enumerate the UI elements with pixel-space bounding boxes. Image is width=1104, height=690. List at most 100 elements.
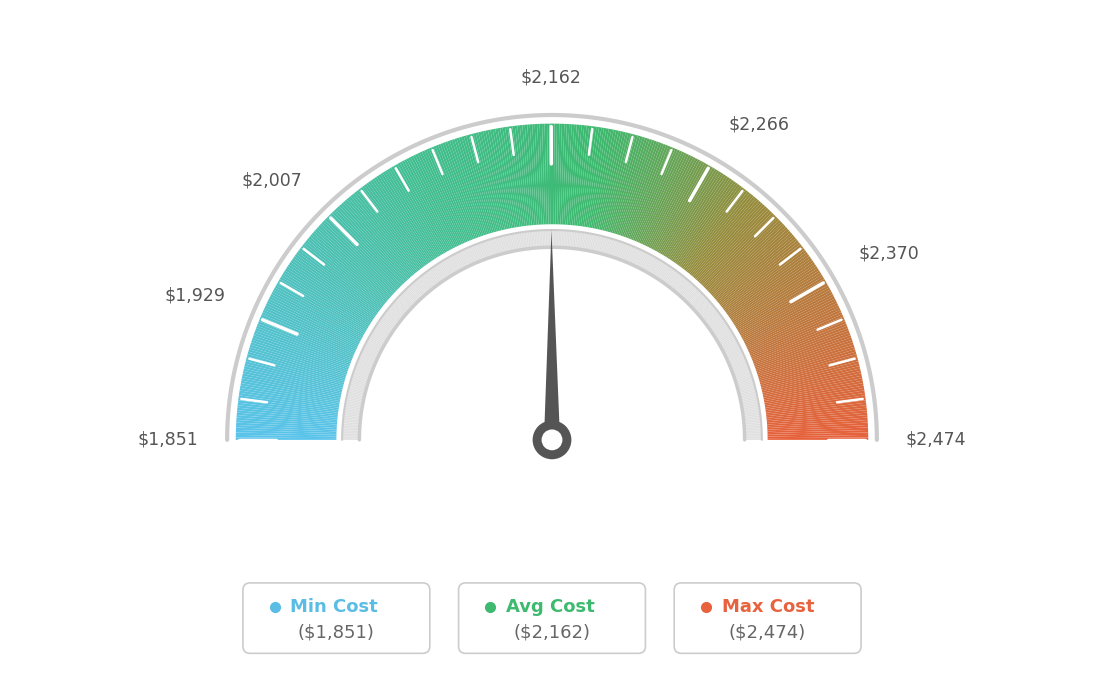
Wedge shape bbox=[363, 346, 380, 355]
Wedge shape bbox=[639, 253, 649, 269]
Wedge shape bbox=[358, 359, 374, 368]
Wedge shape bbox=[420, 152, 464, 244]
Wedge shape bbox=[347, 393, 364, 398]
Wedge shape bbox=[612, 240, 618, 257]
Wedge shape bbox=[714, 328, 730, 338]
Wedge shape bbox=[357, 190, 420, 270]
Wedge shape bbox=[550, 124, 552, 224]
Wedge shape bbox=[347, 395, 363, 401]
Wedge shape bbox=[439, 262, 450, 277]
Wedge shape bbox=[236, 428, 337, 433]
Wedge shape bbox=[711, 322, 726, 333]
Wedge shape bbox=[668, 272, 679, 287]
Wedge shape bbox=[614, 137, 645, 234]
Wedge shape bbox=[412, 282, 425, 297]
Wedge shape bbox=[599, 131, 624, 230]
Wedge shape bbox=[443, 142, 479, 237]
Wedge shape bbox=[599, 237, 606, 254]
Wedge shape bbox=[372, 331, 388, 341]
Wedge shape bbox=[350, 382, 367, 388]
Wedge shape bbox=[522, 232, 527, 249]
Wedge shape bbox=[572, 231, 575, 248]
Wedge shape bbox=[639, 150, 682, 244]
Wedge shape bbox=[725, 252, 808, 313]
Wedge shape bbox=[624, 141, 659, 237]
Wedge shape bbox=[352, 375, 369, 382]
Wedge shape bbox=[765, 395, 866, 411]
Wedge shape bbox=[298, 250, 380, 312]
Wedge shape bbox=[743, 415, 761, 419]
Text: $2,007: $2,007 bbox=[242, 172, 302, 190]
Wedge shape bbox=[476, 244, 484, 260]
Wedge shape bbox=[700, 306, 714, 318]
Wedge shape bbox=[740, 283, 828, 335]
Wedge shape bbox=[743, 292, 832, 340]
Wedge shape bbox=[349, 386, 365, 392]
Text: $2,474: $2,474 bbox=[905, 431, 966, 449]
Wedge shape bbox=[740, 391, 756, 396]
Wedge shape bbox=[470, 246, 478, 262]
Wedge shape bbox=[428, 148, 469, 242]
Wedge shape bbox=[575, 126, 590, 226]
Wedge shape bbox=[704, 311, 719, 323]
Wedge shape bbox=[269, 296, 360, 344]
Wedge shape bbox=[569, 125, 580, 225]
Wedge shape bbox=[371, 332, 388, 342]
Wedge shape bbox=[760, 352, 857, 382]
Wedge shape bbox=[661, 267, 672, 282]
Wedge shape bbox=[710, 319, 724, 331]
Wedge shape bbox=[679, 282, 692, 297]
Wedge shape bbox=[680, 186, 742, 268]
Wedge shape bbox=[754, 331, 850, 367]
Text: ($2,162): ($2,162) bbox=[513, 623, 591, 641]
Wedge shape bbox=[675, 278, 687, 293]
Wedge shape bbox=[493, 238, 500, 255]
Wedge shape bbox=[422, 274, 434, 288]
Wedge shape bbox=[588, 234, 593, 251]
Wedge shape bbox=[492, 238, 498, 255]
Wedge shape bbox=[690, 294, 704, 307]
Wedge shape bbox=[454, 254, 464, 270]
Wedge shape bbox=[747, 305, 839, 350]
Wedge shape bbox=[273, 290, 362, 339]
Wedge shape bbox=[410, 285, 423, 299]
Wedge shape bbox=[744, 420, 761, 423]
Wedge shape bbox=[360, 355, 375, 364]
Wedge shape bbox=[645, 256, 655, 272]
Wedge shape bbox=[277, 281, 365, 333]
Wedge shape bbox=[393, 301, 407, 314]
Wedge shape bbox=[433, 146, 473, 240]
Wedge shape bbox=[651, 260, 661, 275]
Wedge shape bbox=[735, 375, 752, 382]
Wedge shape bbox=[370, 179, 429, 264]
Wedge shape bbox=[728, 353, 744, 362]
Wedge shape bbox=[422, 150, 465, 244]
Wedge shape bbox=[252, 339, 348, 373]
Wedge shape bbox=[428, 269, 440, 284]
Wedge shape bbox=[708, 317, 723, 328]
Wedge shape bbox=[279, 277, 368, 330]
Wedge shape bbox=[399, 295, 413, 308]
Wedge shape bbox=[482, 241, 489, 258]
Wedge shape bbox=[726, 351, 743, 359]
Wedge shape bbox=[709, 224, 784, 293]
Wedge shape bbox=[756, 339, 852, 373]
Wedge shape bbox=[351, 377, 369, 383]
Wedge shape bbox=[467, 247, 476, 264]
Wedge shape bbox=[580, 232, 583, 249]
Wedge shape bbox=[246, 357, 344, 384]
Wedge shape bbox=[650, 158, 698, 248]
Wedge shape bbox=[672, 177, 730, 262]
Wedge shape bbox=[764, 386, 864, 404]
Wedge shape bbox=[604, 133, 630, 231]
Wedge shape bbox=[408, 286, 422, 299]
Wedge shape bbox=[692, 296, 707, 309]
Wedge shape bbox=[623, 245, 630, 262]
Wedge shape bbox=[707, 315, 722, 326]
Wedge shape bbox=[628, 247, 637, 264]
Wedge shape bbox=[236, 425, 337, 431]
Wedge shape bbox=[342, 424, 360, 426]
Wedge shape bbox=[665, 170, 720, 257]
Wedge shape bbox=[255, 328, 350, 365]
Wedge shape bbox=[662, 268, 675, 283]
